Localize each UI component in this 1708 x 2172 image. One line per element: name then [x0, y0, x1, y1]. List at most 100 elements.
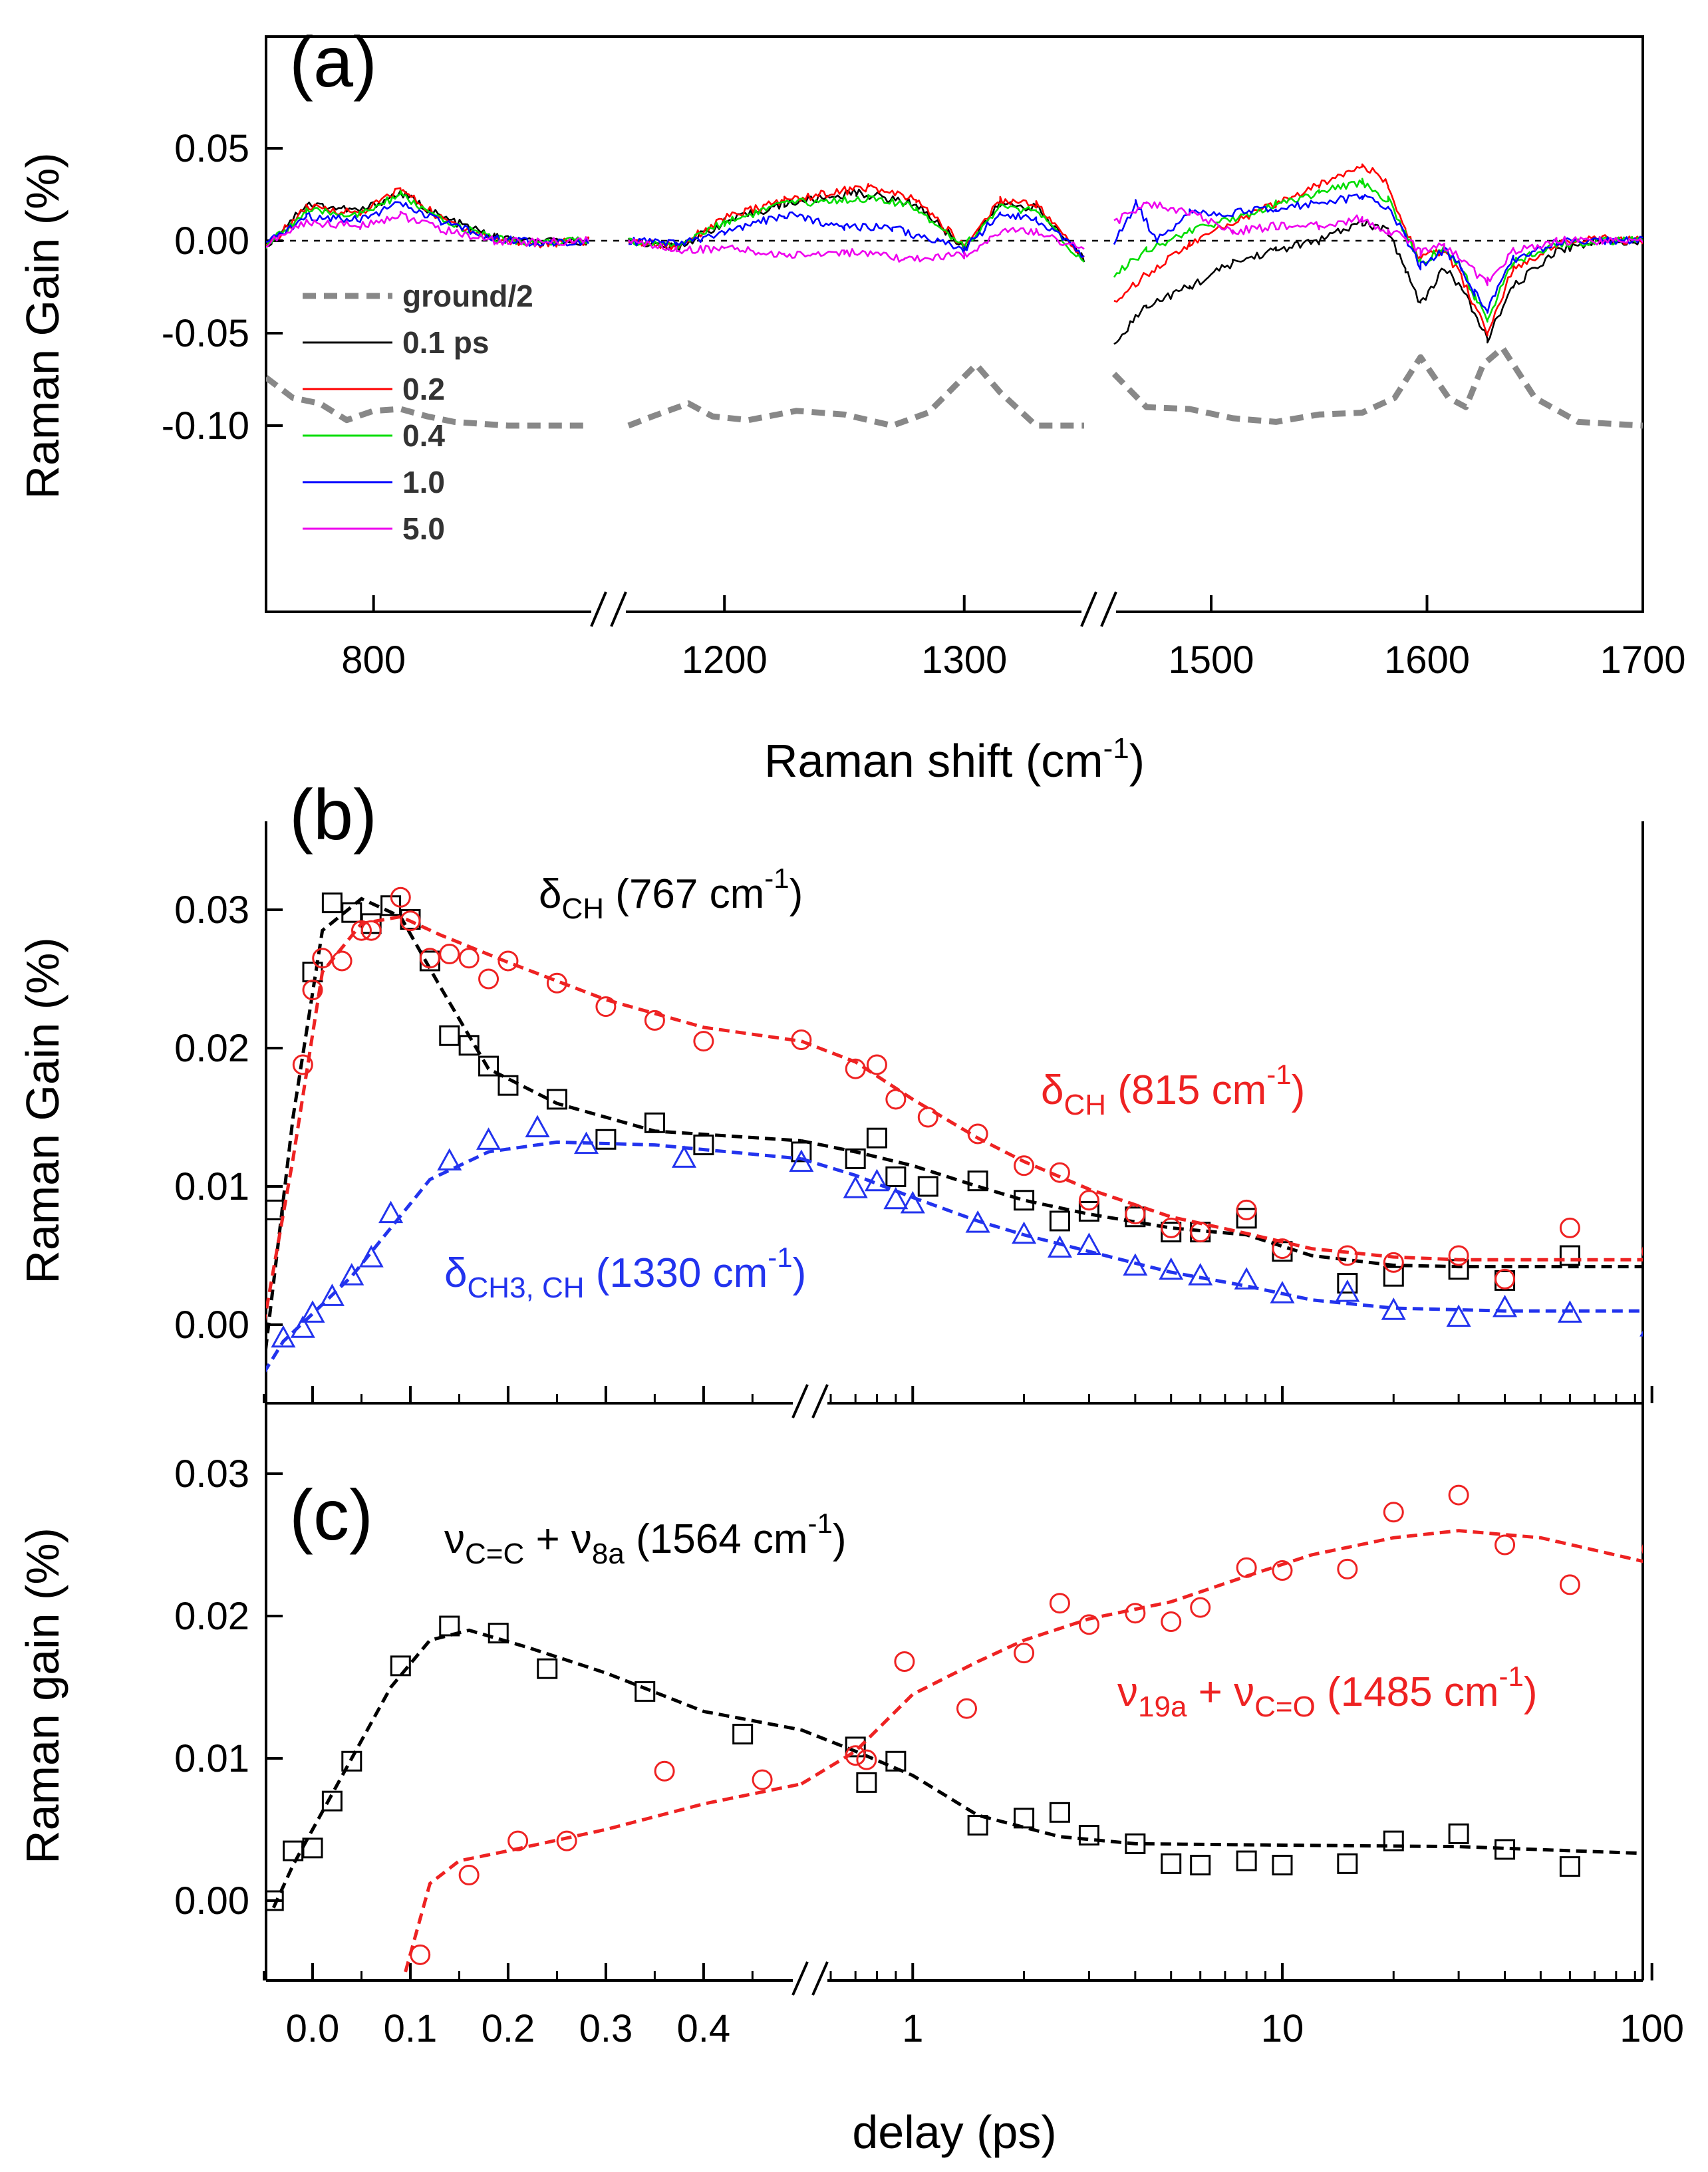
- b-data-point: [339, 1263, 364, 1286]
- b-data-point: [1337, 1245, 1358, 1266]
- a-break-slash: [1080, 591, 1097, 627]
- b-data-point: [331, 950, 353, 972]
- b-data-point: [885, 1089, 907, 1110]
- panel-a-x-label-main: Raman shift (cm: [764, 735, 1103, 787]
- annotation-part: -1: [1266, 1059, 1291, 1090]
- b-ytick-label: 0.00: [174, 1303, 249, 1347]
- panel-b-label: (b): [289, 774, 377, 855]
- b-data-point: [478, 968, 499, 990]
- c-data-point: [752, 1769, 773, 1790]
- c-data-point: [956, 1698, 977, 1719]
- b-data-point: [1641, 1246, 1643, 1257]
- panel-a-plot-area: [266, 163, 1643, 429]
- b-data-point: [476, 1127, 501, 1150]
- a-ytick-label: 0.05: [174, 127, 249, 170]
- b-data-point: [883, 1186, 909, 1210]
- b-data-point: [900, 1190, 925, 1214]
- annotation-part: CH: [1064, 1089, 1107, 1121]
- b-data-point: [1337, 1273, 1358, 1294]
- b-data-point: [498, 1075, 519, 1096]
- annotation-part: -1: [808, 1508, 833, 1539]
- b-data-point: [1076, 1232, 1101, 1255]
- a-break-slash: [1100, 591, 1117, 627]
- annotation-part: (1330 cm: [585, 1250, 768, 1296]
- annotation-1: ν19a + νC=O (1485 cm-1): [1117, 1661, 1537, 1723]
- b-data-point: [1049, 1162, 1070, 1183]
- b-data-point: [400, 910, 421, 932]
- b-data-point: [595, 996, 617, 1018]
- c-ytick-label: 0.03: [174, 1452, 249, 1496]
- panel-c-y-axis: 0.03 0.02 0.01 0.00: [174, 1452, 283, 1923]
- a-ytick-label: 0.00: [174, 219, 249, 263]
- annotation-part: -1: [1498, 1661, 1523, 1692]
- b-data-point: [1014, 1190, 1035, 1211]
- a-xtick-label: 800: [341, 638, 406, 682]
- b-data-point: [1493, 1294, 1518, 1317]
- annotation-part: ν: [1117, 1669, 1138, 1715]
- b-data-point: [1494, 1268, 1516, 1290]
- panel-a-y-label: Raman Gain (%): [17, 152, 69, 499]
- b-data-point: [866, 1127, 887, 1149]
- b-data-point: [292, 1054, 313, 1075]
- break-slash: [811, 1384, 829, 1419]
- b-fit-line-2: [801, 1157, 1643, 1313]
- b-data-point: [791, 1029, 812, 1051]
- c-data-point: [1641, 1822, 1643, 1843]
- a-xtick-label: 1500: [1169, 638, 1254, 682]
- c-data-point: [894, 1651, 915, 1672]
- b-data-point: [967, 1123, 988, 1145]
- b-data-point: [791, 1141, 812, 1162]
- panel-c-axis-break: [791, 1961, 829, 1996]
- c-data-point: [1190, 1597, 1211, 1618]
- a-legend-entry: 0.1 ps: [402, 325, 489, 360]
- c-ytick-label: 0.02: [174, 1595, 249, 1638]
- c-data-point: [1494, 1839, 1516, 1860]
- panel-c-x-label: delay (ps): [852, 2106, 1056, 2158]
- c-data-point: [1049, 1802, 1070, 1823]
- c-data-point: [1190, 1855, 1211, 1875]
- panel-a-legend: ground/2 0.1 ps 0.2 0.4 1.0 5.0: [303, 279, 533, 546]
- b-data-point: [1559, 1245, 1580, 1266]
- panel-c-x-axis: 0.0 0.1 0.2 0.3 0.4 1 10 100: [263, 1963, 1684, 2050]
- c-data-point: [845, 1745, 866, 1766]
- a-ytick-label: -0.10: [162, 404, 249, 448]
- panel-a: 0.05 0.00 -0.05 -0.10 800 1200 1300 1500 1600 17…: [17, 21, 1686, 787]
- b-data-point: [302, 962, 323, 983]
- b-data-point: [351, 920, 372, 941]
- b-data-point: [341, 902, 362, 923]
- c-data-point: [458, 1864, 480, 1885]
- c-fit-line-0: [800, 1728, 1643, 1855]
- annotation-part: ): [1524, 1669, 1538, 1715]
- x-tick-label: 0.2: [482, 2007, 535, 2050]
- b-fit-line-1: [266, 914, 802, 1321]
- b-data-point: [300, 1300, 325, 1323]
- a-series-line-0: [266, 344, 1643, 429]
- b-data-point: [864, 1168, 889, 1192]
- b-data-point: [1159, 1257, 1184, 1280]
- b-fit-line-1: [800, 1039, 1643, 1262]
- c-data-point: [321, 1790, 343, 1812]
- c-ytick-label: 0.00: [174, 1879, 249, 1923]
- b-data-point: [312, 948, 333, 969]
- c-data-point: [856, 1749, 877, 1770]
- x-tick-label: 0.3: [579, 2007, 633, 2050]
- panel-a-y-axis: 0.05 0.00 -0.05 -0.10: [162, 127, 283, 448]
- b-data-point: [693, 1031, 714, 1052]
- c-data-point: [1494, 1534, 1516, 1556]
- b-data-point: [1446, 1304, 1471, 1327]
- c-data-point: [885, 1750, 907, 1772]
- a-xtick-label: 1600: [1384, 638, 1470, 682]
- c-data-point: [1236, 1850, 1257, 1871]
- c-data-point: [1078, 1614, 1099, 1635]
- b-data-point: [358, 1245, 384, 1268]
- b-data-point: [419, 948, 440, 969]
- c-data-point: [967, 1815, 988, 1836]
- c-data-point: [1236, 1557, 1257, 1578]
- annotation-part: δ: [1041, 1067, 1064, 1113]
- a-xtick-label: 1200: [682, 638, 768, 682]
- b-data-point: [1335, 1280, 1360, 1302]
- b-data-point: [360, 920, 382, 941]
- x-tick-label: 0.4: [677, 2007, 731, 2050]
- b-data-point: [1047, 1235, 1072, 1258]
